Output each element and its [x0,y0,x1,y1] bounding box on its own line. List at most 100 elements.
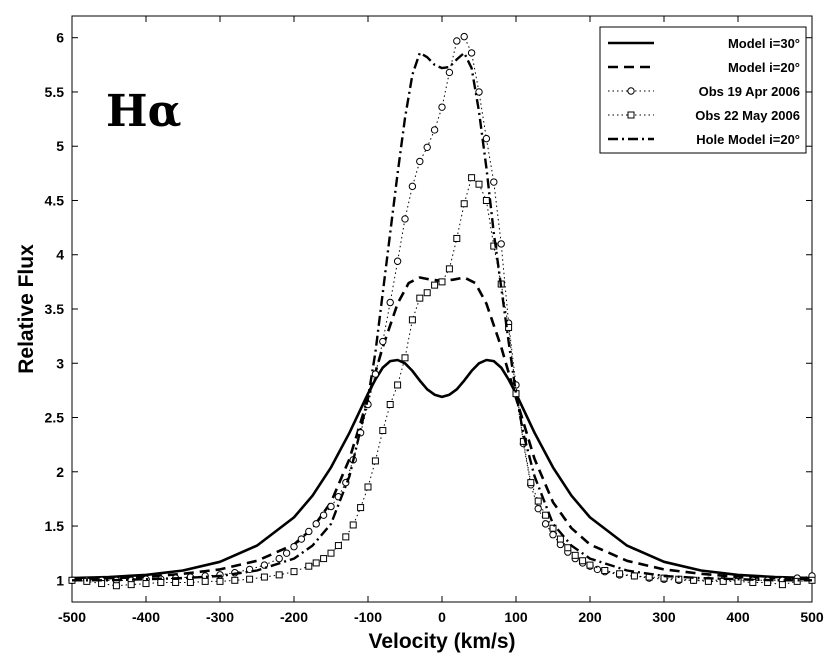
data-point [112,582,120,590]
data-point [460,32,468,41]
data-point [564,544,572,552]
data-point [364,483,372,491]
series-line [71,276,813,581]
data-point [453,234,461,242]
data-point [320,555,328,563]
data-point [127,581,135,589]
series-line [71,358,813,580]
data-point [630,572,638,580]
data-point [423,289,431,297]
legend: Model i=30° Model i=20° Obs 19 Apr 2006 Obs… [599,26,807,154]
series-5 [72,51,812,582]
data-point [282,549,291,557]
data-point [327,502,335,511]
data-point [467,49,476,57]
x-tick-label: -500 [58,609,86,625]
data-point [290,568,298,576]
x-tick-label: 400 [726,609,750,625]
data-point [497,240,505,248]
data-point [431,281,439,289]
data-point [793,577,801,585]
series-line [71,177,813,587]
y-tick-label: 5.5 [45,84,65,100]
y-tick-label: 1.5 [45,518,65,534]
data-point [172,578,180,586]
data-point [201,577,209,585]
legend-label: Model i=20° [728,60,800,75]
data-point [593,565,602,574]
series-2 [71,276,813,581]
series-1 [71,358,813,580]
data-point [275,571,283,579]
y-axis-label: Relative Flux [15,244,38,374]
data-point [142,580,150,588]
legend-label: Hole Model i=20° [696,132,800,147]
data-point [327,549,335,557]
data-point [357,504,365,512]
data-point [527,479,535,487]
data-point [275,554,283,563]
y-tick-label: 1 [56,572,64,588]
data-point [505,323,513,331]
data-point [445,68,454,77]
x-axis-label: Velocity (km/s) [368,630,515,653]
data-point [379,427,387,435]
data-point [541,520,550,528]
data-point [482,196,490,204]
y-tick-label: 3 [56,355,64,371]
y-tick-label: 2.5 [45,410,65,426]
data-point [475,180,483,188]
data-point [157,578,165,586]
data-point [290,542,298,551]
data-point [556,535,564,543]
data-point [408,316,416,324]
legend-label: Model i=30° [728,36,800,51]
data-point [371,370,380,378]
data-point [401,215,409,223]
data-point [416,294,424,302]
data-point [416,157,424,166]
data-point [438,278,446,286]
x-tick-label: 300 [652,609,676,625]
data-point [342,533,350,541]
data-point [312,520,320,528]
data-point [468,174,476,182]
data-point [216,577,224,585]
series-4 [68,174,816,590]
data-point [453,37,461,45]
x-tick-label: 500 [800,609,824,625]
data-point [549,531,557,539]
series-line [72,51,812,582]
x-tick-label: -400 [132,609,160,625]
data-point [394,381,402,389]
y-tick-label: 4.5 [45,192,65,208]
data-point [438,103,446,111]
x-tick-label: -300 [206,609,234,625]
data-point [401,354,409,362]
data-point [386,400,394,408]
data-point [490,178,498,186]
data-point [430,126,439,134]
data-point [231,576,239,584]
data-point [386,298,394,307]
data-point [549,524,557,532]
data-point [393,257,402,265]
spectral-line-label: Hα [106,86,181,137]
x-tick-label: -100 [354,609,382,625]
legend-marker [627,87,635,95]
x-tick-label: 100 [504,609,528,625]
data-point [475,88,483,96]
x-tick-label: 0 [438,609,446,625]
series-layer [68,32,816,590]
data-point [616,570,624,578]
data-point [579,557,587,565]
data-point [379,337,387,346]
data-point [186,578,194,586]
legend-label: Obs 22 May 2006 [695,108,800,123]
data-point [445,265,453,273]
data-point [601,567,609,575]
data-point [460,200,468,208]
data-point [305,527,313,536]
x-tick-label: -200 [280,609,308,625]
